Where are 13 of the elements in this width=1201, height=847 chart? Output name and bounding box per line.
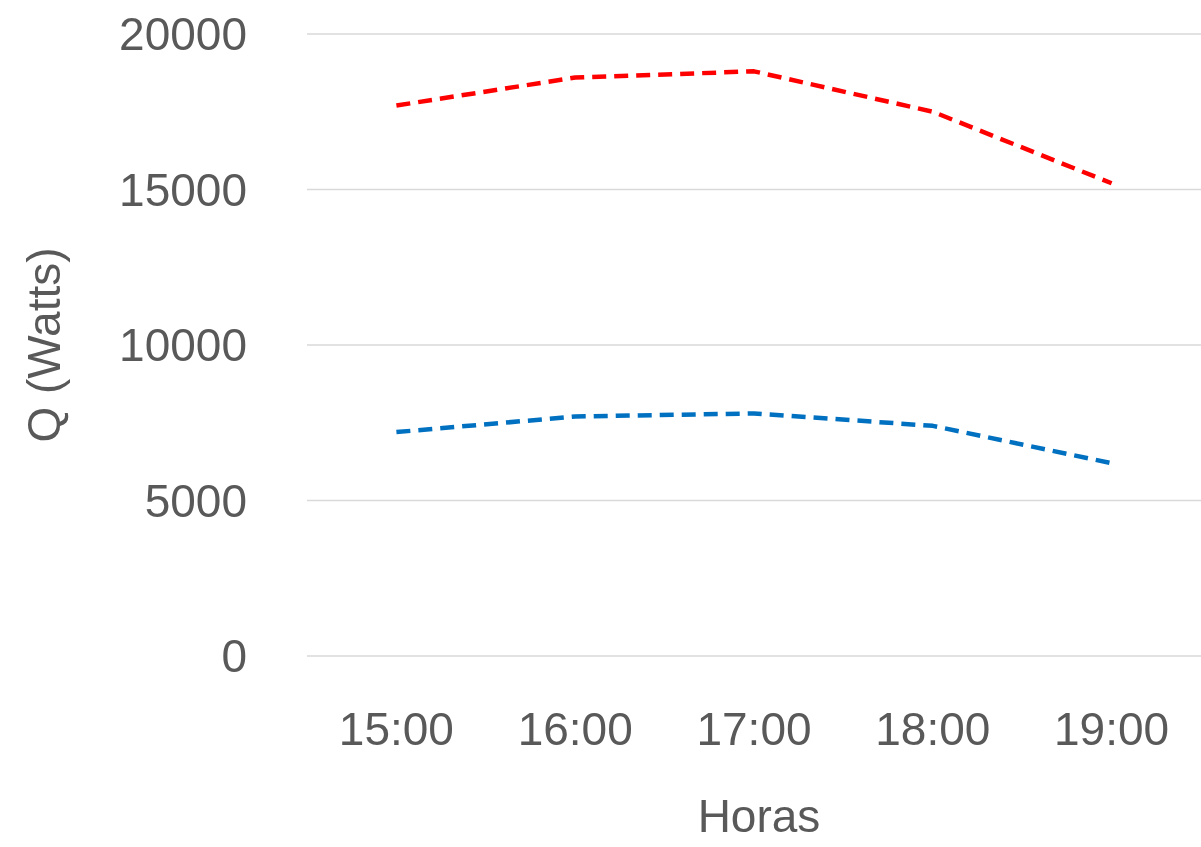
x-tick-label: 19:00 (1054, 703, 1170, 755)
y-tick-label: 10000 (119, 319, 247, 372)
y-tick-label: 0 (221, 630, 247, 683)
y-tick-label: 20000 (119, 8, 247, 61)
x-tick-label: 18:00 (875, 703, 991, 755)
y-tick-label: 15000 (119, 163, 247, 216)
x-tick-label: 15:00 (338, 703, 454, 755)
line-series (394, 69, 1114, 186)
y-axis-title: Q (Watts) (18, 247, 70, 443)
x-tick-label: 17:00 (696, 703, 812, 755)
x-tick-label: 16:00 (517, 703, 633, 755)
x-axis-title: Horas (697, 790, 821, 842)
y-tick-label: 5000 (144, 474, 247, 527)
